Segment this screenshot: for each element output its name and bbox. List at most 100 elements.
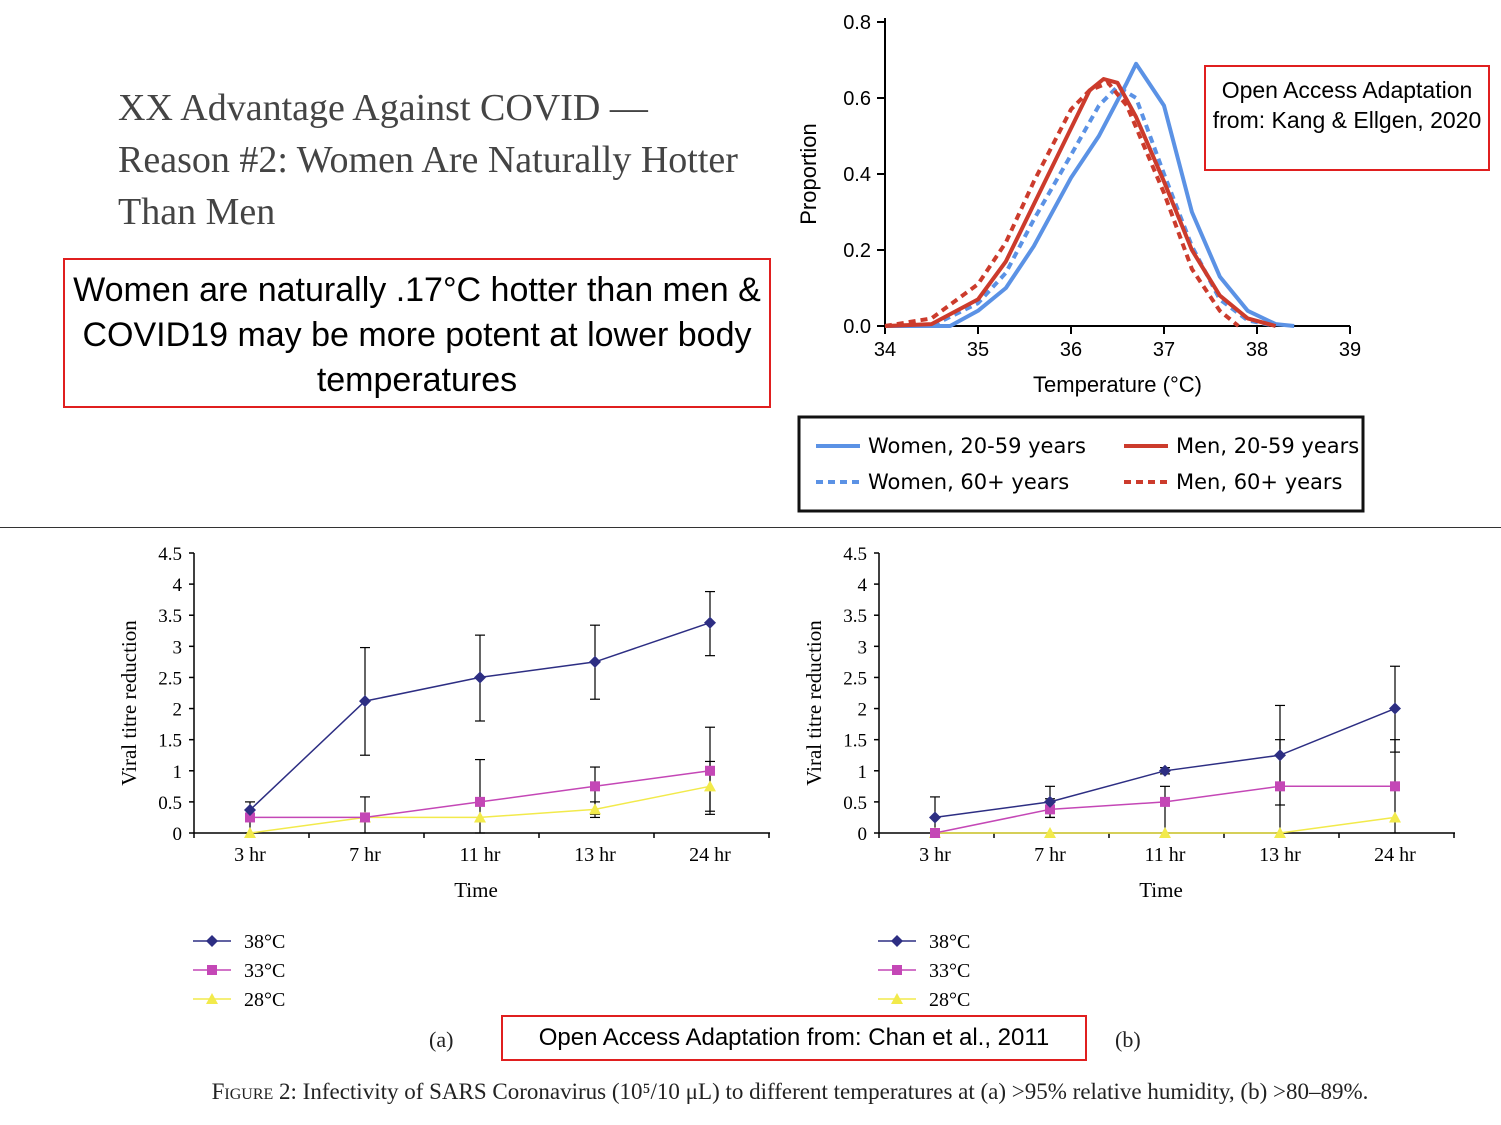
data-point [1044,795,1056,808]
legend-label: 28°C [929,989,970,1011]
viral-chart-a: 0 0.5 1 1.5 2 2.5 3 3.5 4 4.5 3 hr 7 hr 11 hr 13 hr 24… [117,544,770,1011]
data-point [1160,796,1170,807]
data-point [589,803,601,815]
data-point [1389,811,1401,823]
panel-label-a: (a) [429,1027,454,1052]
y-tick-label: 4.5 [843,544,867,565]
credit-top: Open Access Adaptation from: Kang & Ellg… [1204,65,1490,171]
x-tick-label: 24 hr [689,844,731,866]
legend-label: Women, 60+ years [868,470,1069,494]
data-point [704,616,716,629]
y-tick-label: 3.5 [158,606,182,627]
slide-title: XX Advantage Against COVID — Reason #2: … [118,87,738,233]
y-tick-label: 0.0 [843,316,871,338]
data-point [930,828,940,838]
y-tick-label: 3 [858,637,868,658]
y-axis-label: Viral titre reduction [802,620,826,786]
x-axis-label: Time [1139,878,1183,902]
y-tick-label: 2 [173,700,183,721]
x-tick-label: 7 hr [1034,844,1066,866]
series-line-1 [885,61,1295,328]
legend-marker [891,993,903,1004]
series-line-4 [884,80,1240,328]
x-tick-label: 13 hr [574,844,616,866]
y-tick-label: 1.5 [843,731,867,752]
data-point [1389,702,1401,715]
x-tick-label: 3 hr [919,844,951,866]
x-tick-label: 38 [1246,339,1268,361]
legend-label: Men, 60+ years [1176,470,1342,494]
legend-marker [206,935,218,947]
legend-marker [891,935,903,947]
y-tick-label: 0.4 [843,164,871,186]
y-tick-label: 0.6 [843,88,871,110]
credit-bottom: Open Access Adaptation from: Chan et al.… [501,1015,1087,1061]
y-tick-label: 3 [173,637,183,658]
data-point [704,780,716,792]
x-tick-label: 13 hr [1259,844,1301,866]
data-point [1159,827,1171,838]
y-tick-label: 2.5 [158,668,182,689]
legend-label: Women, 20-59 years [868,434,1086,458]
data-point [244,803,256,816]
data-point [1390,781,1400,792]
viral-chart-b: 0 0.5 1 1.5 2 2.5 3 3.5 4 4.5 3 hr 7 hr 11 hr 13 hr 24… [802,544,1455,1011]
x-axis-label: Temperature (°C) [1033,372,1202,397]
y-tick-label: 0.5 [158,793,182,814]
y-tick-label: 0 [173,824,183,845]
temperature-distribution-chart: 0.0 0.2 0.4 0.6 0.8 34 35 36 37 38 39 Temperature (… [796,12,1365,513]
data-point [1044,827,1056,838]
x-tick-label: 11 hr [1145,844,1186,866]
legend-label: 33°C [244,960,285,982]
x-tick-label: 37 [1153,339,1175,361]
y-tick-label: 0.2 [843,240,871,262]
y-tick-label: 1 [858,762,868,783]
x-axis-label: Time [454,878,498,902]
legend-label: 38°C [244,931,285,953]
y-tick-label: 3.5 [843,606,867,627]
x-tick-label: 24 hr [1374,844,1416,866]
x-tick-label: 34 [874,339,896,361]
y-tick-label: 0.8 [843,12,871,34]
data-point [474,671,486,684]
data-point [1274,749,1286,762]
x-tick-label: 36 [1060,339,1082,361]
y-tick-label: 2 [858,700,868,721]
y-tick-label: 1 [173,762,183,783]
data-point [474,811,486,823]
y-tick-label: 2.5 [843,668,867,689]
data-point [359,695,371,708]
y-tick-label: 4 [858,575,868,596]
x-tick-label: 3 hr [234,844,266,866]
legend-box [797,415,1365,513]
legend-label: 28°C [244,989,285,1011]
y-tick-label: 4 [173,575,183,596]
x-tick-label: 7 hr [349,844,381,866]
data-point [244,827,256,838]
data-point [589,655,601,668]
figure-caption: Figure 2: Infectivity of SARS Coronaviru… [0,1079,1501,1105]
x-tick-label: 39 [1339,339,1361,361]
y-tick-label: 0.5 [843,793,867,814]
panel-label-b: (b) [1115,1027,1141,1052]
y-tick-label: 0 [858,824,868,845]
legend-marker [206,993,218,1004]
legend-marker [207,965,217,975]
data-point [705,765,715,776]
data-point [1159,764,1171,777]
data-point [1275,781,1285,792]
divider [0,527,1501,528]
data-point [475,796,485,807]
legend-marker [892,965,902,975]
y-tick-label: 1.5 [158,731,182,752]
data-point [1274,827,1286,838]
caption-text: Infectivity of SARS Coronavirus (10⁵/10 … [302,1079,1369,1104]
data-point [929,811,941,824]
legend-label: 38°C [929,931,970,953]
caption-lead: Figure 2: [211,1079,297,1104]
claim-box: Women are naturally .17°C hotter than me… [63,258,771,408]
x-tick-label: 11 hr [460,844,501,866]
legend-label: Men, 20-59 years [1176,434,1359,458]
legend-label: 33°C [929,960,970,982]
x-tick-label: 35 [967,339,989,361]
